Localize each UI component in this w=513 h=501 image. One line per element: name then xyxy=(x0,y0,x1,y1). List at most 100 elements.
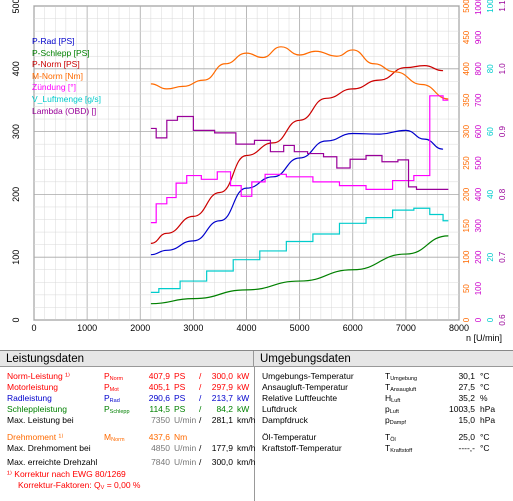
leistung-unit-1: Nm xyxy=(174,432,188,442)
umgebung-row: Kraftstoff-Temperatur TKraftstoff ----,- °C xyxy=(262,443,510,454)
leistung-value-2: 300,0 xyxy=(211,457,233,467)
purple-axis-tick-label: 0.9 xyxy=(498,125,507,137)
magenta-axis-tick-label: 600 xyxy=(474,124,483,138)
umgebung-label: Dampfdruck xyxy=(262,415,308,425)
magenta-axis-tick-label: 200 xyxy=(474,250,483,264)
symbol-letter: T xyxy=(385,382,391,392)
umgebung-symbol: TAnsaugluft xyxy=(385,382,416,393)
umgebung-value: 30,1 xyxy=(458,371,475,381)
umgebung-row: Öl-Temperatur TÖl 25,0 °C xyxy=(262,432,510,443)
umgebung-value: 15,0 xyxy=(458,415,475,425)
orange-axis-tick-label: 0 xyxy=(462,317,471,322)
leistung-value-1: 4850 xyxy=(151,443,170,453)
legend-item-1: P-Schlepp [PS] xyxy=(32,47,90,58)
leistung-unit-2: km/h xyxy=(237,415,256,425)
leistungsdaten-title: Leistungsdaten xyxy=(0,351,254,367)
value-separator: / xyxy=(199,443,202,453)
right-axes-ticks: 0501001502002503003504004505000100200300… xyxy=(462,0,507,326)
symbol-sub: Umgebung xyxy=(390,376,418,382)
cyan-axis-tick-label: 100 xyxy=(486,0,495,13)
series-line-6 xyxy=(150,115,449,190)
legend-item-6: Lambda (OBD) [] xyxy=(32,105,97,116)
umgebung-label: Öl-Temperatur xyxy=(262,432,317,442)
symbol-sub: Dampf xyxy=(389,420,406,426)
leistung-row: Max. Drehmoment bei 4850 U/min/ 177,9 km/h xyxy=(7,443,256,454)
x-axis-label: n [U/min] xyxy=(466,333,502,343)
series-line-4 xyxy=(150,95,449,224)
leistung-unit-1: U/min xyxy=(174,457,197,467)
panel-divider xyxy=(254,367,255,501)
umgebung-value: ----,- xyxy=(458,443,475,453)
orange-axis-tick-label: 50 xyxy=(462,284,471,293)
umgebung-symbol: TUmgebung xyxy=(385,371,417,382)
x-tick-label: 7000 xyxy=(396,323,416,333)
footnote-correction: ¹⁾ Korrektur nach EWG 80/1269 xyxy=(7,469,126,480)
magenta-axis-tick-label: 0 xyxy=(474,317,483,322)
umgebung-value: 35,2 xyxy=(458,393,475,403)
symbol-letter: T xyxy=(385,443,391,453)
symbol-letter: T xyxy=(385,432,391,442)
symbol-sub: Norm xyxy=(109,376,124,382)
symbol-sub: Kraftstoff xyxy=(390,448,413,454)
purple-axis-tick-label: 1.1 xyxy=(498,0,507,12)
symbol-sub: Luft xyxy=(389,409,399,415)
leistung-row: Norm-Leistung ¹⁾ PNorm 407,9 PS / 300,0 kW xyxy=(7,371,252,382)
orange-axis-tick-label: 450 xyxy=(462,30,471,44)
value-separator: / xyxy=(199,415,202,425)
orange-axis-tick-label: 400 xyxy=(462,62,471,76)
umgebung-symbol: pLuft xyxy=(385,404,399,415)
x-tick-label: 6000 xyxy=(343,323,363,333)
magenta-axis-tick-label: 500 xyxy=(474,156,483,170)
leistung-value-1: 405,1 xyxy=(148,382,170,392)
umgebung-row: Luftdruck pLuft 1003,5 hPa xyxy=(262,404,510,415)
series-line-5 xyxy=(150,207,449,293)
symbol-sub: Norm xyxy=(111,437,125,443)
leistung-unit-2: kW xyxy=(237,393,250,403)
umgebung-unit: °C xyxy=(480,371,490,381)
x-tick-label: 4000 xyxy=(236,323,256,333)
series-line-1 xyxy=(150,235,449,305)
umgebung-row: Ansaugluft-Temperatur TAnsaugluft 27,5 °C xyxy=(262,382,510,393)
orange-axis-tick-label: 300 xyxy=(462,124,471,138)
value-separator: / xyxy=(199,371,202,381)
leistung-value-2: 300,0 xyxy=(211,371,233,381)
umgebung-label: Luftdruck xyxy=(262,404,297,414)
leistung-row: Schleppleistung PSchlepp 114,5 PS / 84,2 kW xyxy=(7,404,252,415)
umgebung-value: 1003,5 xyxy=(449,404,475,414)
left-tick-label: 300 xyxy=(11,124,21,139)
x-tick-label: 3000 xyxy=(183,323,203,333)
x-tick-label: 0 xyxy=(31,323,36,333)
leistung-row: Max. erreichte Drehzahl 7840 U/min/ 300,0 km… xyxy=(7,457,255,468)
leistung-value-2: 84,2 xyxy=(216,404,233,414)
leistung-row: Max. Leistung bei 7350 U/min/ 281,1 km/h xyxy=(7,415,256,426)
leistung-unit-2: km/h xyxy=(237,443,256,453)
orange-axis-tick-label: 500 xyxy=(462,0,471,13)
footnote-factors-value: = 0,00 % xyxy=(104,480,141,490)
purple-axis-tick-label: 1.0 xyxy=(498,63,507,75)
umgebung-row: Relative Luftfeuchte HLuft 35,2% xyxy=(262,393,510,404)
value-separator: / xyxy=(199,393,202,403)
leistung-symbol: PNorm xyxy=(104,371,123,382)
value-separator: / xyxy=(199,404,202,414)
leistung-symbol: MNorm xyxy=(104,432,125,443)
umgebung-label: Umgebungs-Temperatur xyxy=(262,371,354,381)
x-tick-label: 1000 xyxy=(77,323,97,333)
leistung-label: Max. erreichte Drehzahl xyxy=(7,457,98,467)
umgebung-row: Dampfdruck pDampf 15,0 hPa xyxy=(262,415,510,426)
leistung-value-2: 297,9 xyxy=(211,382,233,392)
x-tick-label: 5000 xyxy=(290,323,310,333)
umgebung-value: 27,5 xyxy=(458,382,475,392)
umgebung-symbol: pDampf xyxy=(385,415,406,426)
legend-item-3: M-Norm [Nm] xyxy=(32,70,83,81)
cyan-axis-tick-label: 60 xyxy=(486,127,495,136)
purple-axis-tick-label: 0.7 xyxy=(498,251,507,263)
umgebung-row: Umgebungs-Temperatur TUmgebung 30,1 °C xyxy=(262,371,510,382)
leistung-unit-1: PS xyxy=(174,393,186,403)
symbol-sub: Öl xyxy=(390,437,396,443)
leistung-row: Drehmoment ¹⁾ MNorm 437,6 Nm xyxy=(7,432,252,443)
legend-item-4: Zündung [°] xyxy=(32,82,77,93)
legend-item-2: P-Norm [PS] xyxy=(32,59,80,70)
magenta-axis-tick-label: 700 xyxy=(474,93,483,107)
legend-item-0: P-Rad [PS] xyxy=(32,36,75,46)
